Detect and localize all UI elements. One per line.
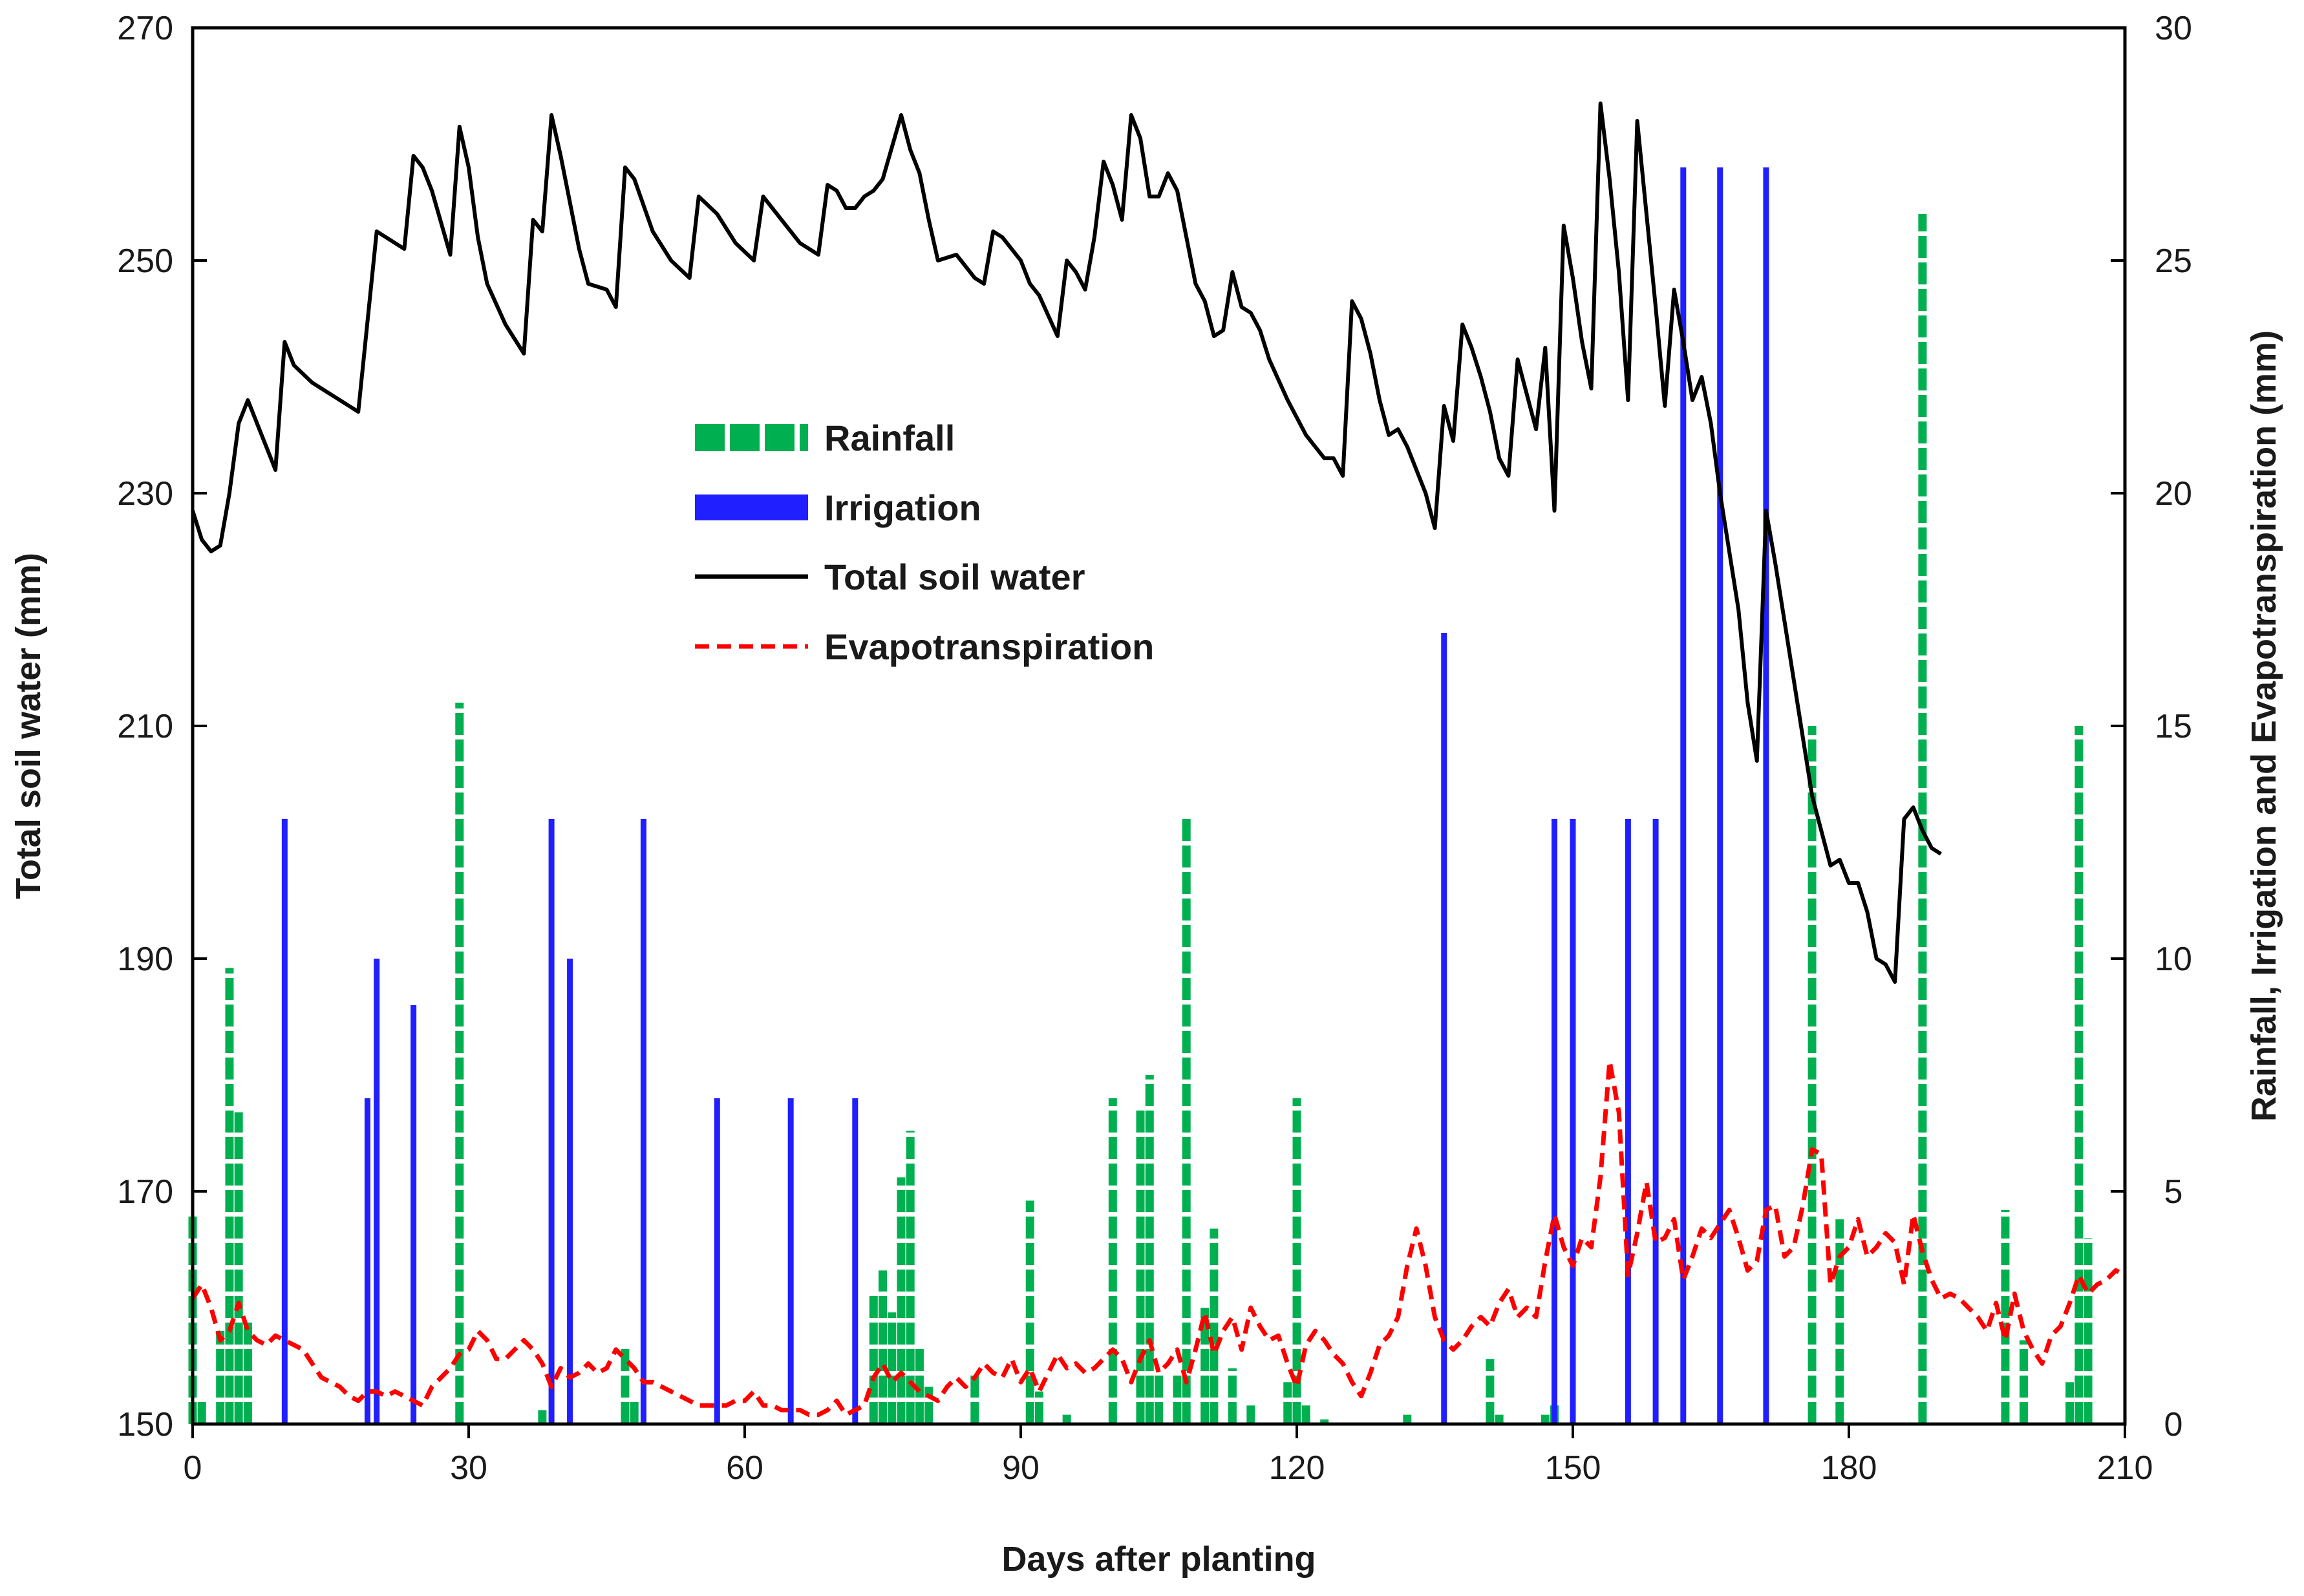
left-axis-title: Total soil water (mm) [9, 553, 48, 899]
irrigation-series [281, 167, 1769, 1424]
right-axis-title: Rainfall, Irrigation and Evapotranspirat… [2245, 330, 2283, 1122]
right-tick-label: 5 [2164, 1173, 2183, 1211]
right-tick-label: 30 [2155, 10, 2192, 47]
legend-soil-water-label: Total soil water [824, 557, 1085, 597]
x-tick-label: 0 [184, 1449, 202, 1487]
x-tick-label: 150 [1545, 1449, 1601, 1487]
legend-rainfall-label: Rainfall [824, 418, 955, 458]
legend: Rainfall Irrigation Total soil water Eva… [695, 418, 1154, 667]
right-tick-label: 0 [2164, 1406, 2183, 1443]
right-tick-label: 25 [2155, 242, 2192, 280]
legend-evapotranspiration-label: Evapotranspiration [824, 626, 1154, 667]
left-tick-label: 210 [117, 708, 173, 745]
left-tick-label: 150 [117, 1406, 173, 1443]
left-tick-label: 170 [117, 1173, 173, 1211]
right-tick-label: 10 [2155, 941, 2192, 978]
evapotranspiration-series [191, 1058, 2126, 1418]
legend-irrigation-label: Irrigation [824, 487, 981, 528]
right-tick-label: 15 [2155, 708, 2192, 745]
evapotranspiration-line [191, 1058, 2126, 1418]
right-tick-label: 20 [2155, 475, 2192, 513]
x-tick-label: 30 [450, 1449, 487, 1487]
x-tick-label: 90 [1002, 1449, 1040, 1487]
left-tick-label: 230 [117, 475, 173, 513]
x-tick-label: 210 [2097, 1449, 2153, 1487]
x-tick-label: 120 [1269, 1449, 1325, 1487]
x-tick-label: 60 [726, 1449, 763, 1487]
left-axis-tick-labels: 150 170 190 210 230 250 270 [117, 10, 173, 1443]
left-tick-label: 190 [117, 941, 173, 978]
x-axis-title: Days after planting [1001, 1540, 1316, 1579]
axis-ticks [191, 27, 2126, 1438]
x-tick-label: 180 [1821, 1449, 1877, 1487]
soil-water-series [191, 101, 1942, 984]
right-axis-tick-labels: 0 5 10 15 20 25 30 [2155, 10, 2192, 1443]
left-tick-label: 250 [117, 242, 173, 280]
left-tick-label: 270 [117, 10, 173, 47]
x-axis-tick-labels: 0 30 60 90 120 150 180 210 [184, 1449, 2153, 1487]
soil-water-line [191, 101, 1942, 984]
